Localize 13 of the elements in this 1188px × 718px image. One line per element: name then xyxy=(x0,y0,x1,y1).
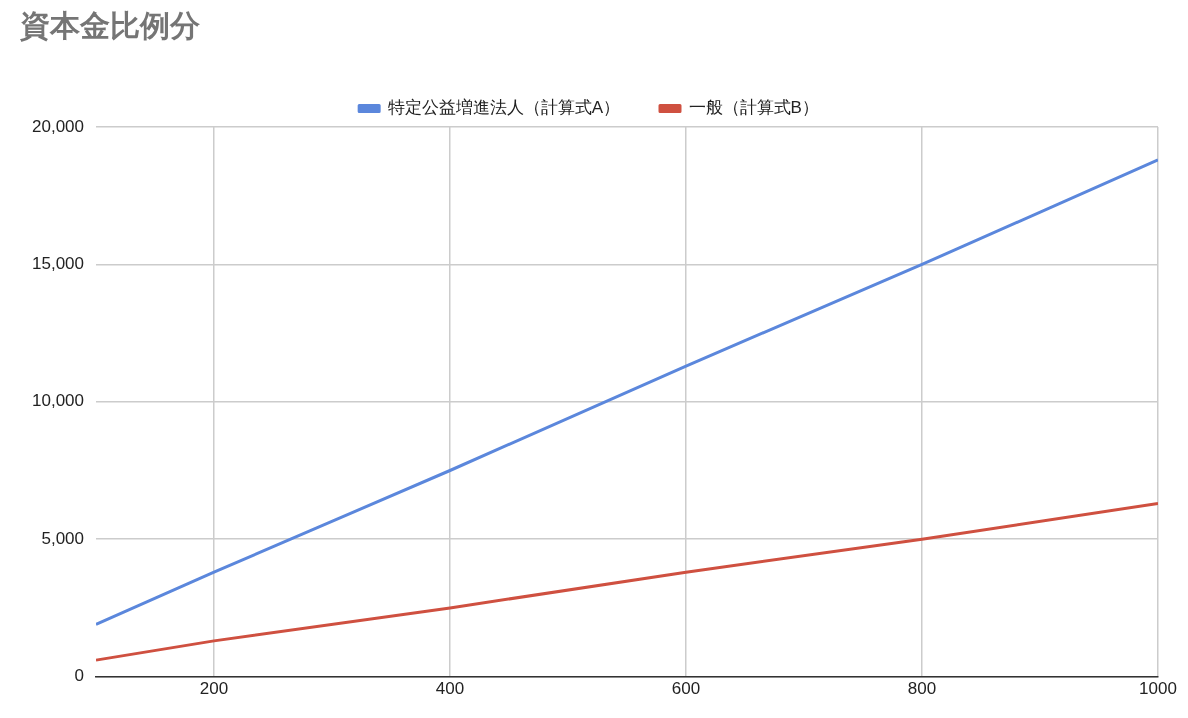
legend-label: 一般（計算式B） xyxy=(688,98,819,118)
y-tick-label: 20,000 xyxy=(32,116,84,136)
legend-label: 特定公益増進法人（計算式A） xyxy=(387,98,620,118)
x-tick-label: 800 xyxy=(907,679,937,699)
chart-title: 資本金比例分 xyxy=(19,9,200,43)
x-tick-label: 1000 xyxy=(1139,679,1177,699)
y-tick-label: 5,000 xyxy=(41,528,84,548)
y-tick-label: 15,000 xyxy=(32,254,84,274)
x-tick-label: 400 xyxy=(435,679,465,699)
y-tick-label: 0 xyxy=(74,666,84,686)
y-tick-label: 10,000 xyxy=(32,391,84,411)
x-tick-label: 200 xyxy=(199,679,229,699)
x-tick-label: 600 xyxy=(671,679,701,699)
